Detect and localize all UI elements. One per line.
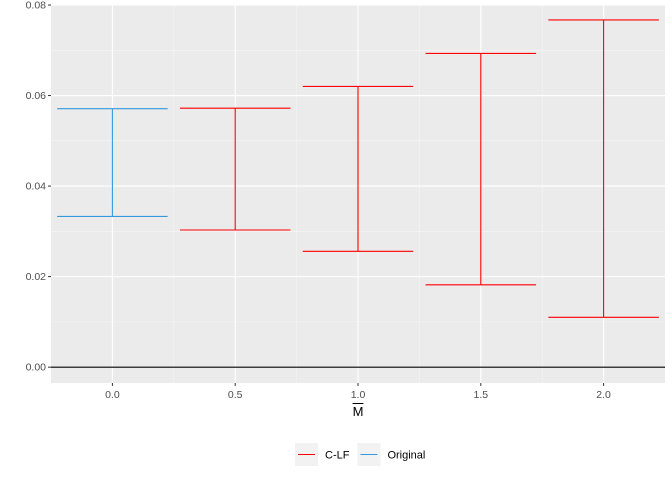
x-axis-title-group: M — [352, 403, 364, 419]
errorbar-c-lf — [179, 107, 291, 231]
x-tick-label: 1.5 — [473, 389, 488, 401]
errorbar-c-lf — [548, 19, 659, 318]
legend-item-original: Original — [357, 443, 425, 466]
y-tick-label: 0.04 — [26, 181, 47, 193]
y-axis: 0.00 0.02 0.04 0.06 0.08 — [26, 0, 51, 374]
x-axis: 0.0 0.5 1.0 1.5 2.0 — [105, 383, 611, 401]
errorbar-original — [57, 108, 168, 217]
errorbar-c-lf — [425, 52, 537, 286]
errorbar-c-lf — [302, 85, 414, 252]
y-tick-label: 0.08 — [26, 0, 47, 12]
x-tick-label: 2.0 — [596, 389, 611, 401]
legend-item-c-lf: C-LF — [295, 443, 350, 466]
legend-label: C-LF — [325, 450, 350, 462]
y-tick-label: 0.02 — [26, 271, 47, 283]
error-bars — [57, 19, 659, 318]
y-tick-label: 0.06 — [26, 90, 47, 102]
y-tick-label: 0.00 — [26, 362, 47, 374]
x-tick-label: 0.0 — [105, 389, 120, 401]
legend: C-LF Original — [295, 443, 425, 466]
x-tick-label: 1.0 — [351, 389, 366, 401]
x-axis-title: M — [353, 404, 364, 419]
legend-label: Original — [387, 450, 425, 462]
x-tick-label: 0.5 — [228, 389, 243, 401]
